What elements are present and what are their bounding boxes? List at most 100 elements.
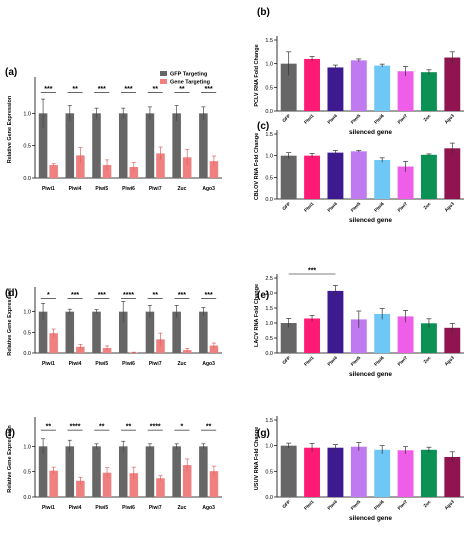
x-tick-label: Piwi5 <box>350 113 362 125</box>
x-tick-label: Piwi5 <box>350 355 362 367</box>
panel-g: (g) 0.0 0.5 1.0 1.5 USUV RNA Fold Change GFP Pi… <box>254 416 464 522</box>
x-tick-label: Piwi1 <box>42 361 55 367</box>
x-tick-label: Piwi6 <box>122 505 135 511</box>
x-tick-label: Piwi4 <box>69 361 82 367</box>
panel-label: (b) <box>257 7 270 18</box>
panel-label: (g) <box>257 428 270 439</box>
y-tick-label: 2.0 <box>265 291 273 297</box>
x-tick-label: Ago3 <box>444 499 456 511</box>
y-axis-title: Relative Gene Expression <box>7 425 13 493</box>
x-tick-label: Ago3 <box>202 186 215 192</box>
y-tick-label: 0.0 <box>265 351 273 357</box>
bar-gfp-piwi6 <box>118 446 128 497</box>
panel-d: (d) 0.0 0.5 1.0 Relative Gene Expression Piwi… <box>5 287 222 367</box>
significance-label: ** <box>206 424 212 431</box>
x-tick-label: Piwi4 <box>326 355 338 367</box>
x-tick-label: Piwi4 <box>69 505 82 511</box>
significance-label: *** <box>205 86 213 93</box>
y-tick-label: 0.5 <box>265 85 273 91</box>
x-tick-label: Piwi5 <box>95 186 108 192</box>
significance-label: *** <box>308 268 316 275</box>
bar-gfp-piwi1 <box>38 113 48 178</box>
bar-gfp-zuc <box>172 113 181 178</box>
y-tick-label: 0.5 <box>23 330 31 336</box>
bar-piwi7 <box>397 316 414 353</box>
x-axis-title: silenced gene <box>349 371 392 378</box>
bar-gene-piwi4 <box>76 480 85 497</box>
x-tick-label: Zuc <box>422 499 432 509</box>
panel-f: (f) 0.0 0.5 1.0 Relative Gene Expression Piwi… <box>5 417 222 511</box>
bar-zuc <box>420 72 437 111</box>
y-tick-label: 1.0 <box>265 321 273 327</box>
bar-gfp <box>280 63 297 111</box>
x-tick-label: Piwi6 <box>122 361 135 367</box>
x-tick-label: Piwi1 <box>42 505 55 511</box>
significance-label: *** <box>124 86 132 93</box>
significance-label: *** <box>98 292 106 299</box>
x-tick-label: Ago3 <box>444 113 456 125</box>
bar-piwi7 <box>397 166 414 199</box>
x-tick-label: Piwi5 <box>95 361 108 367</box>
bar-piwi6 <box>374 314 391 353</box>
y-tick-label: 1.0 <box>265 444 273 450</box>
y-tick-label: 1.0 <box>265 154 273 160</box>
bar-zuc <box>420 449 437 497</box>
y-axis-title: Relative Gene Expression <box>7 288 13 356</box>
legend-label: GFP Targeting <box>170 72 207 78</box>
panel-c: (c) 0.0 0.5 1.0 1.5 CBLOV RNA Fold Change GFP P… <box>254 121 464 224</box>
x-tick-label: Zuc <box>422 113 432 123</box>
y-tick-label: 0.0 <box>265 109 273 115</box>
bar-piwi5 <box>350 151 367 199</box>
bar-gfp-ago3 <box>199 311 208 353</box>
x-tick-label: Ago3 <box>202 505 215 511</box>
bar-piwi1 <box>304 155 321 199</box>
y-tick-label: 0.0 <box>265 197 273 203</box>
bar-gfp-piwi7 <box>145 113 155 178</box>
panel-label: (a) <box>5 67 17 78</box>
bar-piwi7 <box>397 450 414 497</box>
panel-label: (e) <box>257 290 269 301</box>
bar-gfp-ago3 <box>199 113 208 178</box>
y-tick-label: 1.5 <box>265 38 273 44</box>
bar-piwi1 <box>304 447 321 497</box>
x-tick-label: Piwi1 <box>303 113 315 125</box>
significance-label: ** <box>126 424 132 431</box>
bar-piwi4 <box>327 67 344 111</box>
y-axis-title: USUV RNA Fold Change <box>254 427 260 490</box>
y-tick-label: 0.0 <box>23 176 31 182</box>
panel-label: (d) <box>5 288 18 299</box>
bar-piwi6 <box>374 65 391 111</box>
x-tick-label: GFP <box>281 355 291 365</box>
significance-label: *** <box>205 292 213 299</box>
bar-gfp <box>280 323 297 353</box>
bar-gene-piwi1 <box>49 470 58 497</box>
bar-gfp-piwi1 <box>38 311 48 353</box>
bar-gfp-piwi4 <box>65 311 75 353</box>
bar-gene-piwi5 <box>102 348 112 353</box>
bar-gfp-piwi4 <box>65 446 75 497</box>
y-tick-label: 0.5 <box>23 470 31 476</box>
bar-gene-ago3 <box>209 471 219 497</box>
bar-gene-piwi7 <box>156 153 165 178</box>
legend-swatch <box>160 79 167 84</box>
x-tick-label: Piwi4 <box>326 201 338 213</box>
significance-label: *** <box>71 292 79 299</box>
x-tick-label: Ago3 <box>202 361 215 367</box>
bar-gfp-piwi7 <box>145 446 155 497</box>
x-tick-label: Zuc <box>422 355 432 365</box>
y-tick-label: 1.0 <box>23 111 31 117</box>
bar-ago3 <box>444 57 461 111</box>
bar-piwi6 <box>374 160 391 199</box>
significance-label: *** <box>178 292 186 299</box>
x-tick-label: Zuc <box>177 505 186 511</box>
x-tick-label: Piwi1 <box>303 499 315 511</box>
bar-gfp-piwi6 <box>118 311 128 353</box>
bar-gene-piwi4 <box>76 346 85 353</box>
bar-piwi4 <box>327 290 344 353</box>
bar-ago3 <box>444 148 461 199</box>
bar-zuc <box>420 323 437 353</box>
bar-gene-piwi6 <box>129 473 139 497</box>
x-tick-label: Piwi7 <box>149 186 162 192</box>
significance-label: ** <box>152 292 158 299</box>
